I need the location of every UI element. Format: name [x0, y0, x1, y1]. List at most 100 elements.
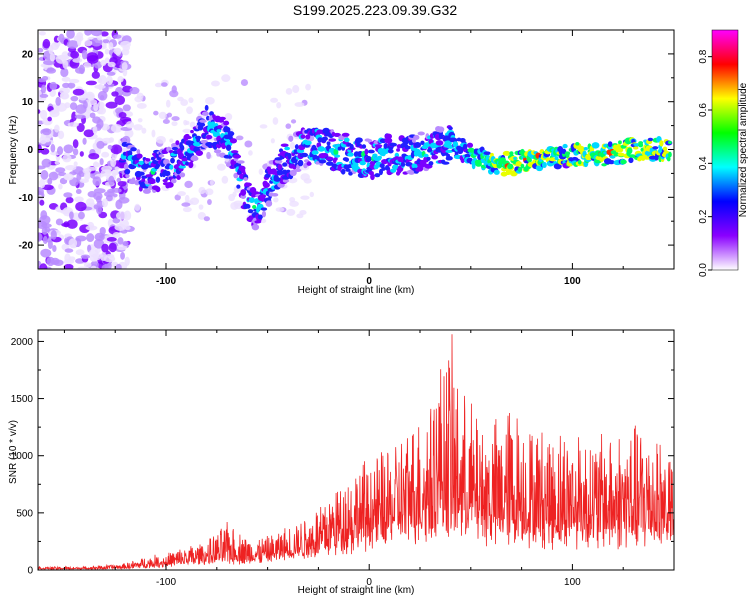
spectral-blob [90, 265, 97, 269]
spectral-blob [123, 163, 129, 171]
spectral-blob [67, 122, 79, 128]
colorbar-tick-label: 0.4 [698, 156, 709, 170]
spectral-blob [184, 194, 190, 203]
spectral-blob [219, 116, 226, 121]
spectral-blob [170, 157, 175, 164]
spectral-blob [171, 121, 178, 127]
spectral-blob [387, 148, 394, 154]
spectral-blob [293, 149, 298, 154]
spectral-blob [240, 189, 247, 196]
spectral-blob [58, 33, 65, 43]
spectral-blob [383, 143, 389, 150]
spectral-blob [444, 140, 452, 147]
spectral-blob [101, 264, 109, 269]
spectral-blob [75, 188, 82, 195]
spectral-blob [389, 142, 398, 147]
spectral-blob [282, 178, 290, 183]
spectral-blob [41, 75, 49, 81]
spectral-blob [40, 248, 52, 258]
colorbar-tick-label: 0.0 [698, 263, 709, 277]
spectral-blob [116, 244, 128, 251]
spectral-blob [155, 163, 161, 168]
spectral-blob [101, 198, 109, 208]
spectral-blob [426, 156, 431, 161]
spectral-blob [613, 152, 619, 157]
spectral-blob [175, 140, 180, 146]
spectral-blob [292, 85, 300, 94]
spectral-blob [410, 151, 415, 159]
spectral-blob [311, 150, 319, 155]
spectral-blob [221, 74, 231, 83]
spectral-blob [305, 134, 311, 140]
spectral-blob [61, 76, 71, 82]
spectral-blob [76, 36, 82, 47]
spectral-blob [65, 196, 74, 204]
spectral-blob [66, 30, 75, 39]
spectral-blob [179, 172, 186, 178]
spectral-blob [130, 147, 137, 152]
spectral-blob [67, 82, 76, 89]
spectral-blob [97, 90, 108, 101]
colorbar-tick-label: 0.2 [698, 209, 709, 223]
spectral-blob [119, 219, 130, 228]
spectral-blob [273, 177, 282, 182]
spectral-blob [562, 143, 568, 149]
spectral-blob [311, 144, 317, 152]
spectral-blob [124, 128, 134, 138]
spectral-blob [177, 191, 186, 197]
spectral-blob [248, 197, 255, 203]
spectral-blob [171, 85, 177, 94]
spectral-blob [427, 148, 433, 153]
spectral-blob [184, 180, 193, 189]
spectral-blob [75, 235, 87, 242]
spectral-blob [286, 208, 296, 216]
spectral-blob [392, 164, 399, 170]
spectral-blob [493, 169, 500, 175]
spectral-blob [101, 137, 113, 144]
spectral-blob [289, 197, 296, 203]
spectral-blob [199, 119, 207, 123]
spectral-blob [618, 140, 622, 145]
spectral-blob [361, 144, 367, 149]
spectrogram-y-tick-label: 10 [22, 97, 34, 108]
spectral-blob [607, 141, 613, 148]
spectral-blob [554, 156, 559, 161]
spectral-blob [151, 129, 156, 138]
spectral-blob [309, 191, 315, 198]
spectral-blob [411, 163, 419, 169]
spectral-blob [616, 146, 624, 153]
spectral-blob [44, 226, 51, 232]
spectral-blob [40, 170, 49, 180]
spectral-blob [490, 152, 494, 157]
spectral-blob [243, 177, 248, 181]
spectral-blob [541, 161, 547, 168]
spectral-blob [177, 96, 184, 102]
spectral-blob [435, 140, 444, 146]
spectral-blob [200, 139, 208, 144]
spectral-blob [268, 200, 273, 207]
spectral-blob [270, 138, 275, 144]
spectral-blob [257, 214, 263, 220]
spectral-blob [276, 102, 282, 109]
spectral-blob [58, 183, 63, 190]
spectral-blob [233, 172, 239, 179]
spectral-blob [49, 81, 58, 91]
spectral-blob [49, 109, 60, 118]
spectral-blob [122, 104, 131, 112]
spectral-blob [108, 175, 115, 186]
spectral-blob [236, 160, 245, 164]
spectrogram-x-label: Height of straight line (km) [298, 285, 415, 296]
spectral-blob [288, 135, 294, 142]
spectral-blob [197, 211, 206, 220]
spectral-blob [62, 59, 69, 70]
spectral-blob [94, 247, 101, 254]
spectral-blob [404, 145, 411, 150]
spectral-blob [370, 173, 375, 181]
spectral-blob [93, 188, 106, 194]
spectral-blob [223, 120, 230, 126]
spectral-blob [258, 168, 264, 175]
spectral-blob [509, 151, 514, 156]
spectral-blob [112, 232, 121, 238]
spectral-blob [87, 191, 97, 198]
